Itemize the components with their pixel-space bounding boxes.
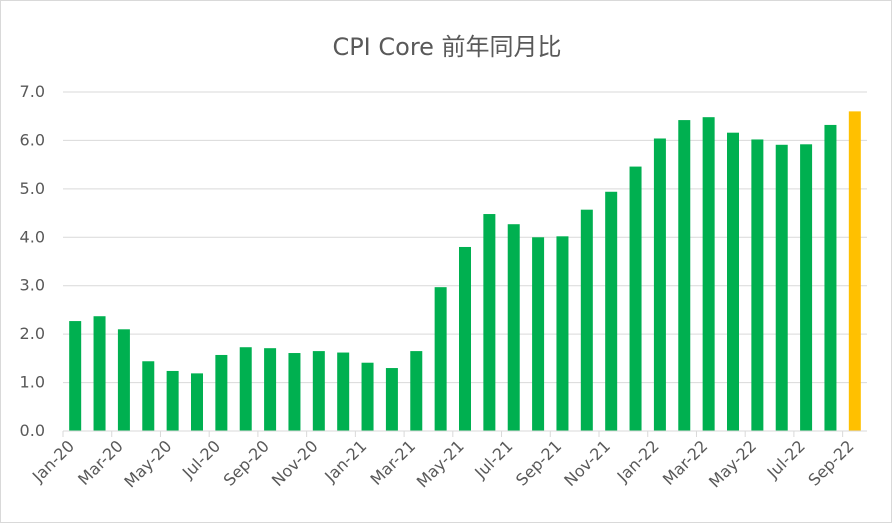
x-tick-label: Jan-20 [28, 436, 78, 486]
y-tick-label: 6.0 [20, 130, 45, 149]
y-tick-label: 2.0 [20, 324, 45, 343]
x-axis [62, 430, 867, 437]
bar [166, 370, 179, 431]
bar [434, 287, 447, 431]
bar [337, 352, 350, 431]
bar [215, 354, 228, 431]
x-tick-label: Jul-22 [763, 436, 809, 482]
bar [191, 373, 203, 431]
bars [69, 111, 861, 432]
x-tick-label: Jul-21 [470, 436, 516, 482]
y-tick-label: 4.0 [20, 227, 45, 246]
bar [556, 236, 569, 431]
y-tick-label: 1.0 [20, 373, 45, 392]
bar [678, 120, 691, 432]
bar [653, 138, 666, 431]
bar [727, 132, 739, 431]
bar [142, 361, 155, 431]
bar [580, 209, 593, 431]
x-tick-label: May-22 [705, 436, 760, 491]
bar [410, 351, 423, 431]
bar [312, 351, 325, 431]
bar [800, 144, 813, 431]
bar [361, 362, 374, 431]
bar-highlight [848, 111, 861, 431]
bar [385, 368, 398, 431]
x-tick-label: Sep-20 [220, 436, 273, 489]
x-tick-label: Mar-21 [367, 436, 420, 489]
bar [459, 246, 471, 431]
x-tick-label: Nov-20 [268, 436, 322, 490]
x-tick-label: Nov-21 [560, 436, 614, 490]
bar [775, 144, 788, 431]
x-tick-label: Mar-22 [659, 436, 712, 489]
bar [605, 191, 618, 431]
bar [483, 214, 496, 431]
bar [507, 224, 520, 431]
bar [264, 348, 277, 431]
bar [629, 166, 642, 431]
x-tick-label: Sep-21 [512, 436, 565, 489]
x-tick-label: Sep-22 [804, 436, 857, 489]
bar [751, 139, 764, 431]
bar [117, 329, 130, 431]
bar [69, 321, 82, 431]
bar [532, 237, 545, 431]
bar [93, 316, 106, 431]
x-tick-label: May-20 [120, 436, 175, 491]
y-tick-labels: 0.0 1.0 2.0 3.0 4.0 5.0 6.0 7.0 [20, 82, 45, 440]
y-tick-label: 7.0 [20, 82, 45, 101]
bar [288, 353, 301, 431]
x-tick-label: Jan-21 [320, 436, 370, 486]
y-tick-label: 0.0 [20, 421, 45, 440]
chart-title: CPI Core 前年同月比 [332, 33, 562, 61]
x-tick-label: May-21 [413, 436, 468, 491]
y-tick-label: 3.0 [20, 276, 45, 295]
x-tick-label: Jul-20 [178, 436, 224, 482]
x-tick-label: Jan-22 [613, 436, 663, 486]
x-tick-label: Mar-20 [74, 436, 127, 489]
y-tick-label: 5.0 [20, 179, 45, 198]
bar [702, 117, 715, 431]
bar [239, 347, 252, 431]
bar [824, 124, 837, 431]
